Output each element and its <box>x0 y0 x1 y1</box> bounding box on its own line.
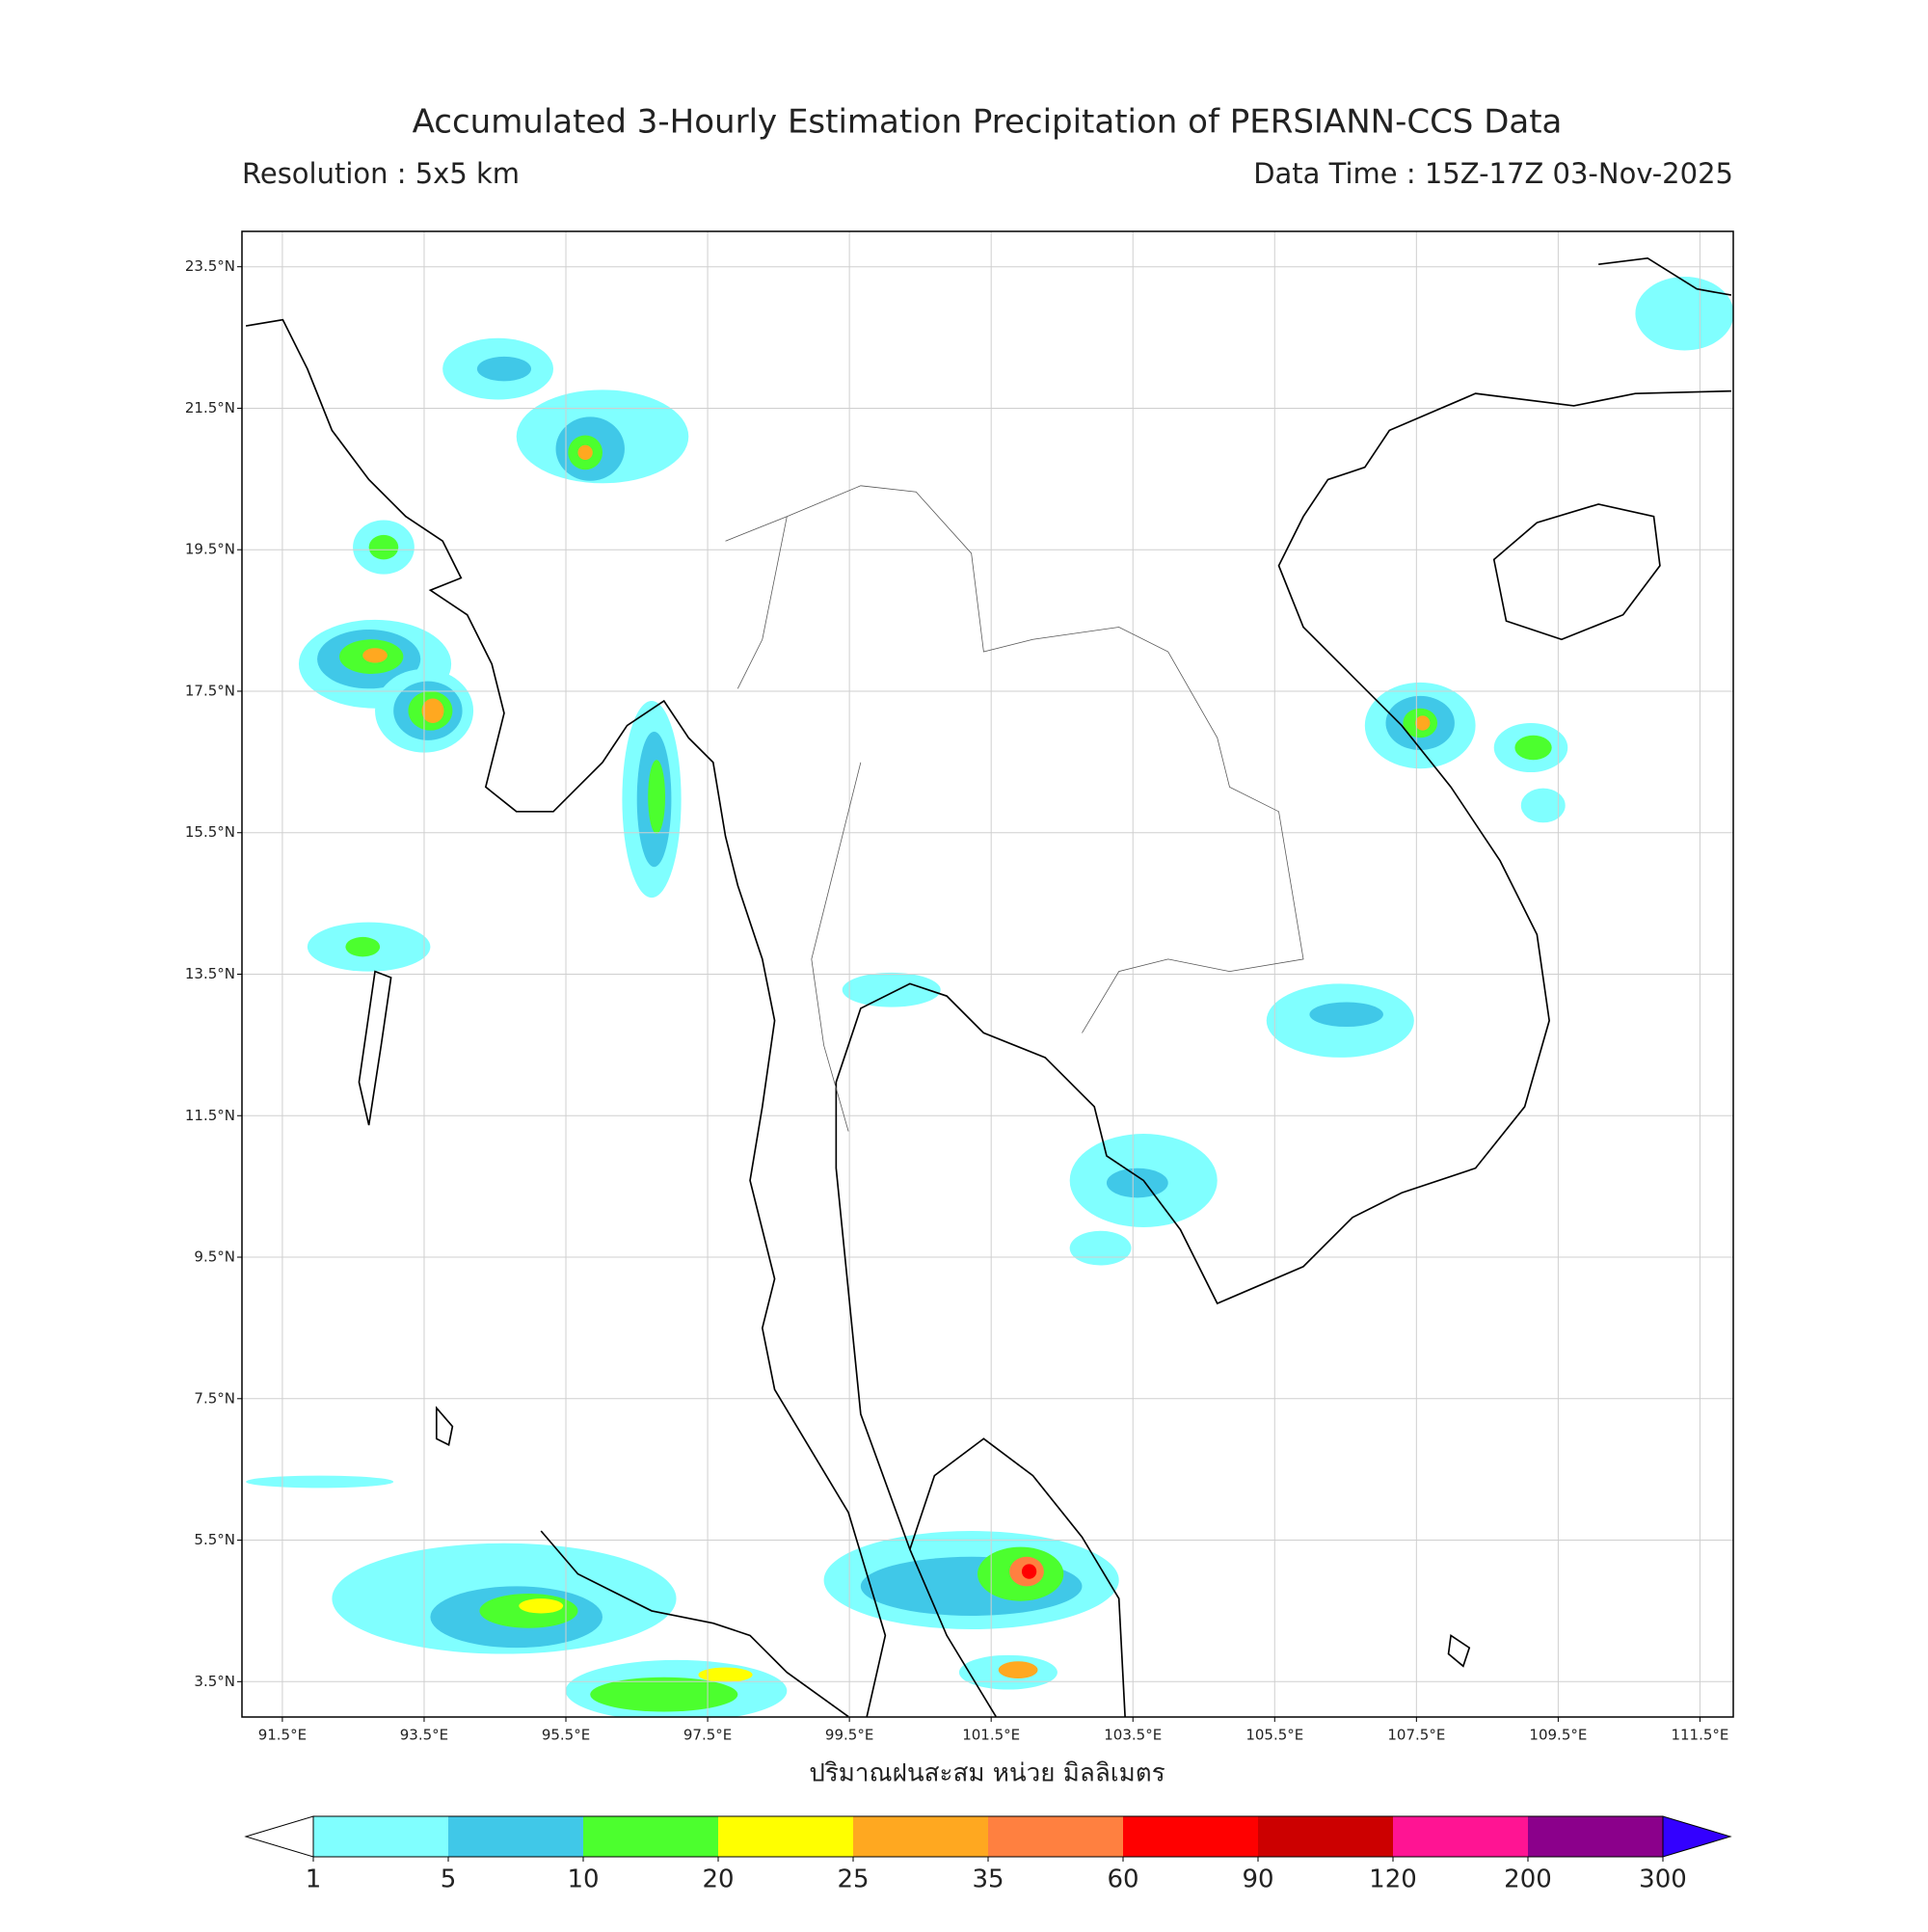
x-tick-label: 97.5°E <box>683 1727 732 1744</box>
x-tick-label: 99.5°E <box>825 1727 873 1744</box>
x-tick-label: 109.5°E <box>1529 1727 1587 1744</box>
x-tick-label: 91.5°E <box>258 1727 307 1744</box>
x-tick-label: 103.5°E <box>1104 1727 1162 1744</box>
rain-blob <box>298 619 452 709</box>
rain-blob <box>442 337 553 400</box>
y-tick-label: 23.5°N <box>185 257 235 275</box>
colorbar-label: 10 <box>567 1865 599 1894</box>
x-tick-label: 95.5°E <box>542 1727 590 1744</box>
coastline <box>1598 256 1732 296</box>
y-tick-label: 3.5°N <box>194 1673 235 1690</box>
rain-blob <box>1520 788 1566 823</box>
rain-blob <box>622 701 682 899</box>
rain-blob <box>958 1654 1058 1690</box>
island <box>435 1406 454 1446</box>
coastline <box>908 1437 1126 1717</box>
title: Accumulated 3-Hourly Estimation Precipit… <box>413 103 1563 142</box>
y-tick-label: 21.5°N <box>185 399 235 416</box>
y-tick-label: 13.5°N <box>185 965 235 982</box>
colorbar-label: 120 <box>1369 1865 1417 1894</box>
coastline <box>245 318 887 1717</box>
coastline <box>540 1530 849 1717</box>
colorbar-label: 90 <box>1242 1865 1273 1894</box>
precipitation <box>246 276 1733 1717</box>
colorbar-segment <box>853 1816 988 1857</box>
rain-blob <box>353 520 415 575</box>
rain-blob <box>1635 276 1733 351</box>
island <box>1447 1633 1471 1668</box>
border <box>725 485 1304 1132</box>
x-tick-label: 111.5°E <box>1671 1727 1728 1744</box>
rain-blob <box>842 972 941 1007</box>
colorbar-label: 60 <box>1107 1865 1138 1894</box>
y-tick-label: 9.5°N <box>194 1248 235 1266</box>
data-time: Data Time : 15Z-17Z 03-Nov-2025 <box>1253 157 1733 190</box>
rain-blob <box>246 1475 394 1489</box>
colorbar-segment <box>718 1816 853 1857</box>
rain-blob <box>565 1659 788 1717</box>
colorbar-label: 5 <box>441 1865 457 1894</box>
coastline <box>1492 503 1661 641</box>
island <box>358 970 392 1126</box>
x-tick-label: 105.5°E <box>1245 1727 1303 1744</box>
colorbar-label: 300 <box>1639 1865 1687 1894</box>
y-tick-label: 19.5°N <box>185 541 235 558</box>
coastlines <box>245 256 1732 1717</box>
colorbar-segment <box>313 1816 448 1857</box>
colorbar-segment <box>448 1816 583 1857</box>
rain-blob <box>1069 1134 1218 1266</box>
rain-blob <box>1266 983 1414 1058</box>
colorbar-under <box>244 1815 314 1858</box>
y-tick-label: 5.5°N <box>194 1531 235 1548</box>
coastline <box>835 389 1731 1550</box>
rain-blob <box>1364 682 1476 769</box>
grid <box>242 231 1733 1717</box>
colorbar-segment <box>1123 1816 1258 1857</box>
colorbar-label: 1 <box>306 1865 322 1894</box>
rain-blob <box>307 922 431 972</box>
colorbar-over <box>1662 1815 1732 1858</box>
x-tick-label: 93.5°E <box>400 1727 448 1744</box>
colorbar-segment <box>1393 1816 1528 1857</box>
rain-blob <box>823 1530 1119 1630</box>
colorbar-label: 35 <box>972 1865 1004 1894</box>
colorbar-segment <box>583 1816 718 1857</box>
colorbar-segment <box>988 1816 1123 1857</box>
y-tick-label: 17.5°N <box>185 682 235 699</box>
colorbar-label: 20 <box>702 1865 734 1894</box>
y-tick-label: 11.5°N <box>185 1107 235 1124</box>
resolution: Resolution : 5x5 km <box>242 157 520 190</box>
rain-blob <box>516 389 689 484</box>
map-area <box>242 231 1733 1717</box>
rain-blob <box>332 1543 677 1654</box>
rain-blob <box>1493 722 1568 773</box>
y-tick-label: 15.5°N <box>185 823 235 841</box>
y-tick-label: 7.5°N <box>194 1389 235 1407</box>
colorbar-label: 200 <box>1504 1865 1552 1894</box>
colorbar-segment <box>1258 1816 1393 1857</box>
x-axis-label: ปริมาณฝนสะสม หน่วย มิลลิเมตร <box>809 1759 1165 1788</box>
colorbar-label: 25 <box>837 1865 869 1894</box>
colorbar: 1 5 10 20 25 35 60 90 120 200 300 <box>244 1815 1732 1894</box>
x-tick-label: 107.5°E <box>1387 1727 1445 1744</box>
x-tick-label: 101.5°E <box>962 1727 1020 1744</box>
colorbar-segment <box>1528 1816 1663 1857</box>
